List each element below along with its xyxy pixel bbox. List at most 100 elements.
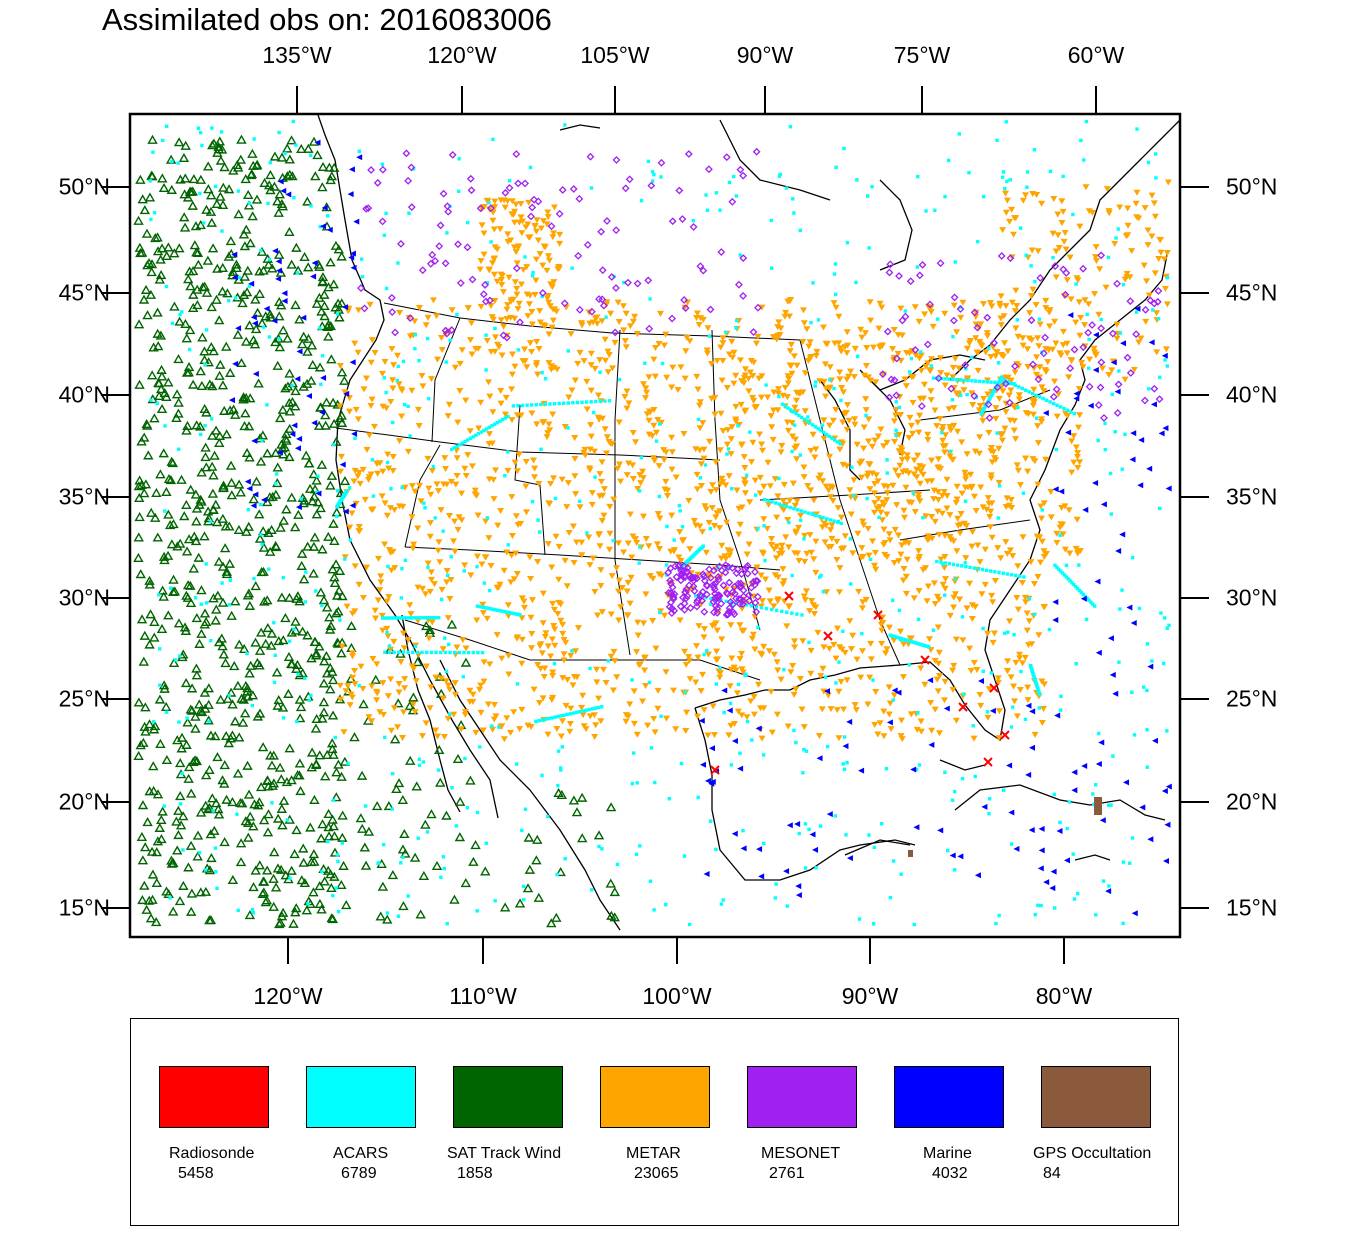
metar-marker (773, 514, 781, 521)
acars-marker (292, 195, 296, 200)
sat-wind-marker (221, 569, 233, 579)
metar-marker (800, 474, 808, 481)
sat-wind-marker (247, 148, 258, 158)
acars-marker (790, 449, 794, 454)
acars-marker (210, 126, 214, 130)
sat-wind-marker (279, 442, 291, 452)
acars-marker (911, 491, 916, 495)
metar-marker (902, 484, 910, 491)
metar-marker (774, 667, 782, 674)
acars-marker (943, 377, 947, 381)
metar-marker (650, 422, 658, 429)
metar-marker (1095, 311, 1103, 318)
acars-marker (805, 419, 809, 423)
metar-marker (1007, 377, 1015, 384)
acars-marker (493, 899, 497, 903)
metar-marker (1014, 606, 1022, 613)
metar-marker (812, 538, 820, 545)
acars-marker (833, 262, 838, 266)
marine-marker (347, 191, 354, 198)
acars-marker (475, 909, 479, 913)
metar-marker (785, 603, 793, 610)
metar-marker (637, 480, 645, 487)
sat-wind-marker (224, 367, 236, 377)
metar-marker (409, 701, 417, 708)
metar-marker (974, 542, 982, 549)
sat-wind-marker (435, 777, 446, 787)
metar-marker (738, 628, 746, 635)
sat-wind-marker (245, 238, 256, 248)
metar-marker (480, 251, 488, 258)
metar-marker (827, 527, 835, 534)
sat-wind-marker (276, 592, 288, 602)
metar-marker (581, 446, 589, 453)
observation-markers (133, 119, 1172, 929)
sat-wind-marker (302, 346, 313, 356)
metar-marker (603, 434, 611, 441)
metar-marker (1044, 359, 1052, 366)
mesonet-marker (644, 276, 653, 285)
sat-wind-marker (195, 219, 206, 230)
acars-marker (964, 367, 968, 371)
marine-marker (300, 314, 307, 321)
acars-marker (799, 518, 803, 523)
acars-marker (413, 333, 417, 337)
metar-marker (806, 339, 814, 346)
acars-marker (1004, 381, 1009, 385)
acars-marker (870, 185, 874, 189)
metar-marker (410, 665, 418, 672)
acars-marker (748, 430, 752, 434)
acars-marker (433, 516, 437, 520)
radiosonde-marker (989, 683, 999, 693)
metar-marker (503, 549, 511, 556)
metar-marker (997, 315, 1005, 322)
metar-marker (411, 318, 419, 325)
sat-wind-marker (265, 750, 276, 760)
metar-marker (958, 490, 966, 497)
acars-marker (963, 499, 968, 503)
sat-wind-marker (146, 846, 158, 856)
metar-marker (550, 230, 558, 237)
metar-marker (389, 385, 397, 392)
metar-marker (1091, 291, 1099, 298)
map-frame (128, 112, 1182, 939)
metar-marker (861, 330, 869, 337)
mesonet-marker (436, 221, 445, 230)
metar-marker (458, 490, 466, 497)
mesonet-marker (676, 602, 685, 611)
metar-marker (701, 503, 709, 510)
sat-wind-marker (470, 840, 481, 850)
sat-wind-marker (155, 384, 167, 394)
metar-marker (466, 698, 474, 705)
mesonet-marker (1084, 328, 1093, 337)
acars-marker (943, 194, 947, 199)
marine-marker (812, 846, 819, 853)
metar-marker (943, 476, 951, 483)
metar-marker (864, 470, 872, 477)
sat-wind-marker (154, 274, 165, 284)
metar-marker (1019, 660, 1027, 667)
metar-marker (388, 346, 396, 353)
sat-wind-marker (314, 880, 325, 891)
metar-marker (516, 726, 524, 733)
acars-marker (543, 376, 548, 381)
acars-marker (841, 629, 845, 633)
metar-marker (738, 666, 746, 673)
metar-marker (500, 197, 508, 204)
sat-wind-marker (195, 807, 207, 817)
acars-marker (540, 371, 544, 375)
metar-marker (953, 548, 961, 555)
sat-wind-marker (235, 487, 246, 497)
metar-marker (554, 610, 562, 617)
metar-marker (879, 499, 887, 506)
metar-marker (553, 726, 561, 733)
metar-marker (549, 317, 557, 324)
sat-wind-marker (284, 592, 295, 602)
sat-wind-marker (317, 321, 328, 331)
sat-wind-marker (195, 421, 206, 431)
marine-marker (252, 370, 259, 377)
metar-marker (850, 373, 858, 380)
sat-wind-marker (227, 874, 239, 885)
marine-marker (1038, 847, 1045, 854)
metar-marker (616, 461, 624, 468)
